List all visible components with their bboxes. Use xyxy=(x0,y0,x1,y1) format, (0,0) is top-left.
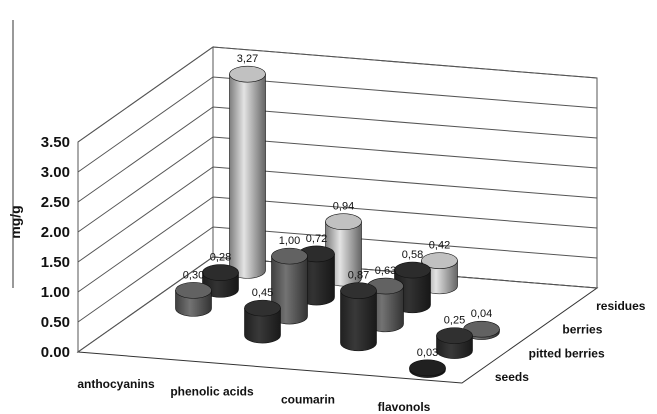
y-axis-label: mg/g xyxy=(7,205,23,238)
category-label: flavonols xyxy=(378,400,431,414)
grid-line xyxy=(77,226,598,323)
y-tick-label: 1.50 xyxy=(41,254,70,271)
y-tick-label: 3.50 xyxy=(41,134,70,151)
y-tick-label: 2.00 xyxy=(41,224,70,241)
grid-line xyxy=(77,46,598,143)
data-label: 1,00 xyxy=(279,235,300,247)
data-label: 0,03 xyxy=(417,347,438,359)
data-label: 0,94 xyxy=(333,201,354,213)
data-labels: 3,27 0,94 0,42 0,28 0,72 0,58 0,30 1,00 0,63 0,04… xyxy=(183,53,492,359)
y-tick-label: 1.00 xyxy=(41,284,70,301)
bar xyxy=(175,282,212,317)
series-label: residues xyxy=(596,299,646,313)
series-label: pitted berries xyxy=(529,346,605,360)
grid-line xyxy=(77,76,598,173)
data-label: 0,42 xyxy=(429,240,450,252)
category-label: anthocyanins xyxy=(77,377,155,391)
y-tick-label: 2.50 xyxy=(41,194,70,211)
category-label: phenolic acids xyxy=(170,385,254,399)
grid-line xyxy=(77,166,598,263)
data-label: 0,72 xyxy=(306,233,327,245)
bar xyxy=(229,65,266,279)
data-label: 0,63 xyxy=(375,265,396,277)
grid-line xyxy=(77,136,598,233)
data-label: 0,28 xyxy=(210,252,231,264)
data-label: 0,30 xyxy=(183,269,204,281)
bar xyxy=(244,299,281,344)
series-label: seeds xyxy=(495,370,529,384)
y-tick-label: 0.00 xyxy=(41,344,70,361)
data-label: 3,27 xyxy=(237,53,258,65)
grid-line xyxy=(77,196,598,293)
y-tick-label: 0.50 xyxy=(41,314,70,331)
grid-line xyxy=(77,106,598,203)
data-label: 0,87 xyxy=(348,270,369,282)
bar xyxy=(409,359,446,378)
data-label: 0,58 xyxy=(402,249,423,261)
category-labels: anthocyanins phenolic acids coumarin flavon… xyxy=(77,377,430,414)
data-label: 0,25 xyxy=(444,315,465,327)
bar xyxy=(436,327,473,359)
bar xyxy=(202,264,239,298)
y-axis-ticks: 0.00 0.50 1.00 1.50 2.00 2.50 3.00 3.50 xyxy=(41,134,70,361)
bars xyxy=(175,65,500,378)
back-walls xyxy=(76,46,599,384)
grid-lines xyxy=(77,46,598,353)
category-label: coumarin xyxy=(281,392,335,406)
grid-line xyxy=(77,256,598,353)
bar xyxy=(340,282,377,352)
data-label: 0,04 xyxy=(471,308,492,320)
series-label: berries xyxy=(562,323,602,337)
data-label: 0,45 xyxy=(252,287,273,299)
y-tick-label: 3.00 xyxy=(41,164,70,181)
